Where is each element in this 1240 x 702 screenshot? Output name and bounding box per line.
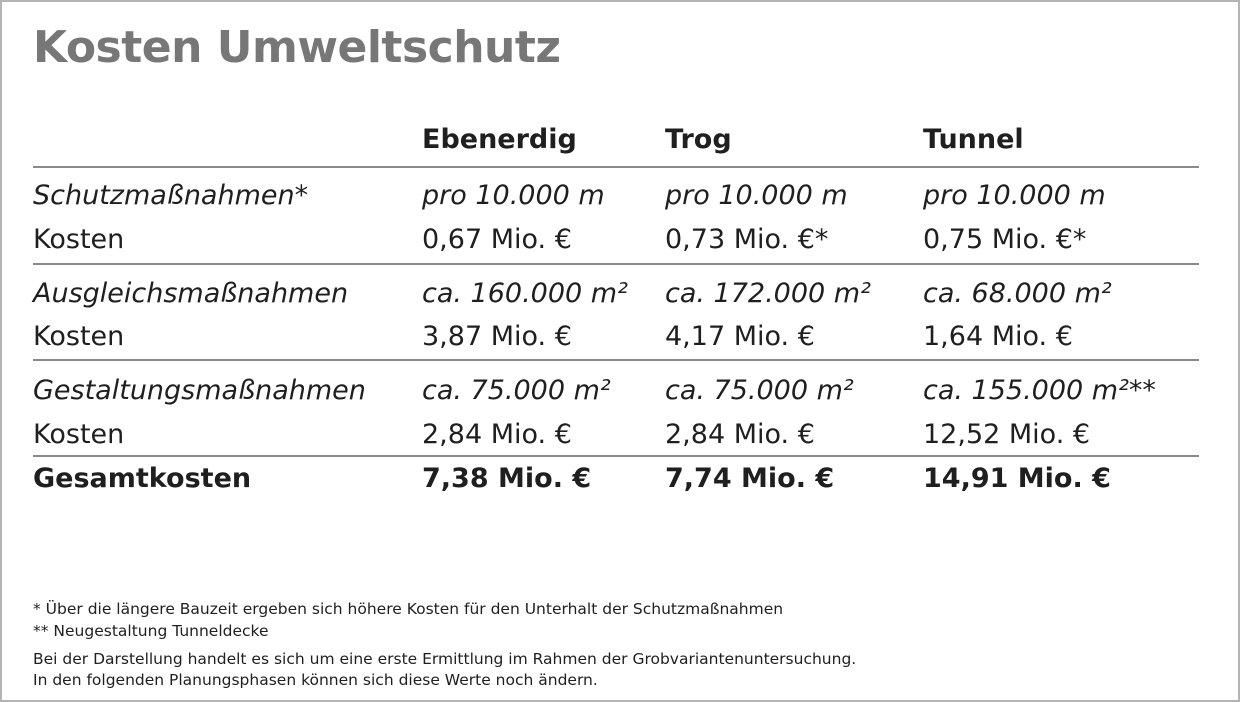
- footnote: ** Neugestaltung Tunneldecke: [33, 622, 269, 640]
- row-label-kosten: Kosten: [33, 419, 125, 450]
- table-cell: pro 10.000 m: [665, 180, 848, 211]
- table-cell: ca. 75.000 m²: [665, 375, 854, 406]
- total-cell: 14,91 Mio. €: [923, 463, 1111, 494]
- table-cell: 0,67 Mio. €: [422, 224, 572, 255]
- row-label-schutzmassnahmen: Schutzmaßnahmen*: [33, 180, 309, 211]
- table-cell: ca. 155.000 m²**: [923, 375, 1156, 406]
- total-divider: [33, 455, 1199, 457]
- total-cell: 7,38 Mio. €: [422, 463, 592, 494]
- footnote: * Über die längere Bauzeit ergeben sich …: [33, 600, 784, 618]
- table-cell: 3,87 Mio. €: [422, 321, 572, 352]
- total-cell: 7,74 Mio. €: [665, 463, 835, 494]
- table-cell: 0,75 Mio. €*: [923, 224, 1087, 255]
- disclaimer-text: In den folgenden Planungsphasen können s…: [33, 671, 598, 689]
- table-cell: 4,17 Mio. €: [665, 321, 815, 352]
- section-divider: [33, 263, 1199, 265]
- table-cell: pro 10.000 m: [923, 180, 1106, 211]
- row-label-gesamtkosten: Gesamtkosten: [33, 463, 252, 494]
- row-label-gestaltungsmassnahmen: Gestaltungsmaßnahmen: [33, 375, 366, 406]
- column-header-trog: Trog: [665, 124, 732, 155]
- table-cell: pro 10.000 m: [422, 180, 605, 211]
- table-cell: 1,64 Mio. €: [923, 321, 1073, 352]
- table-cell: ca. 68.000 m²: [923, 278, 1112, 309]
- header-divider: [33, 166, 1199, 168]
- section-divider: [33, 359, 1199, 361]
- disclaimer-text: Bei der Darstellung handelt es sich um e…: [33, 650, 857, 668]
- table-cell: 0,73 Mio. €*: [665, 224, 829, 255]
- row-label-kosten: Kosten: [33, 321, 125, 352]
- table-cell: ca. 160.000 m²: [422, 278, 628, 309]
- column-header-ebenerdig: Ebenerdig: [422, 124, 577, 155]
- table-cell: 2,84 Mio. €: [665, 419, 815, 450]
- table-cell: 12,52 Mio. €: [923, 419, 1091, 450]
- table-cell: 2,84 Mio. €: [422, 419, 572, 450]
- page-title: Kosten Umweltschutz: [33, 22, 561, 73]
- row-label-ausgleichsmassnahmen: Ausgleichsmaßnahmen: [33, 278, 349, 309]
- table-cell: ca. 75.000 m²: [422, 375, 611, 406]
- column-header-tunnel: Tunnel: [923, 124, 1024, 155]
- table-cell: ca. 172.000 m²: [665, 278, 871, 309]
- row-label-kosten: Kosten: [33, 224, 125, 255]
